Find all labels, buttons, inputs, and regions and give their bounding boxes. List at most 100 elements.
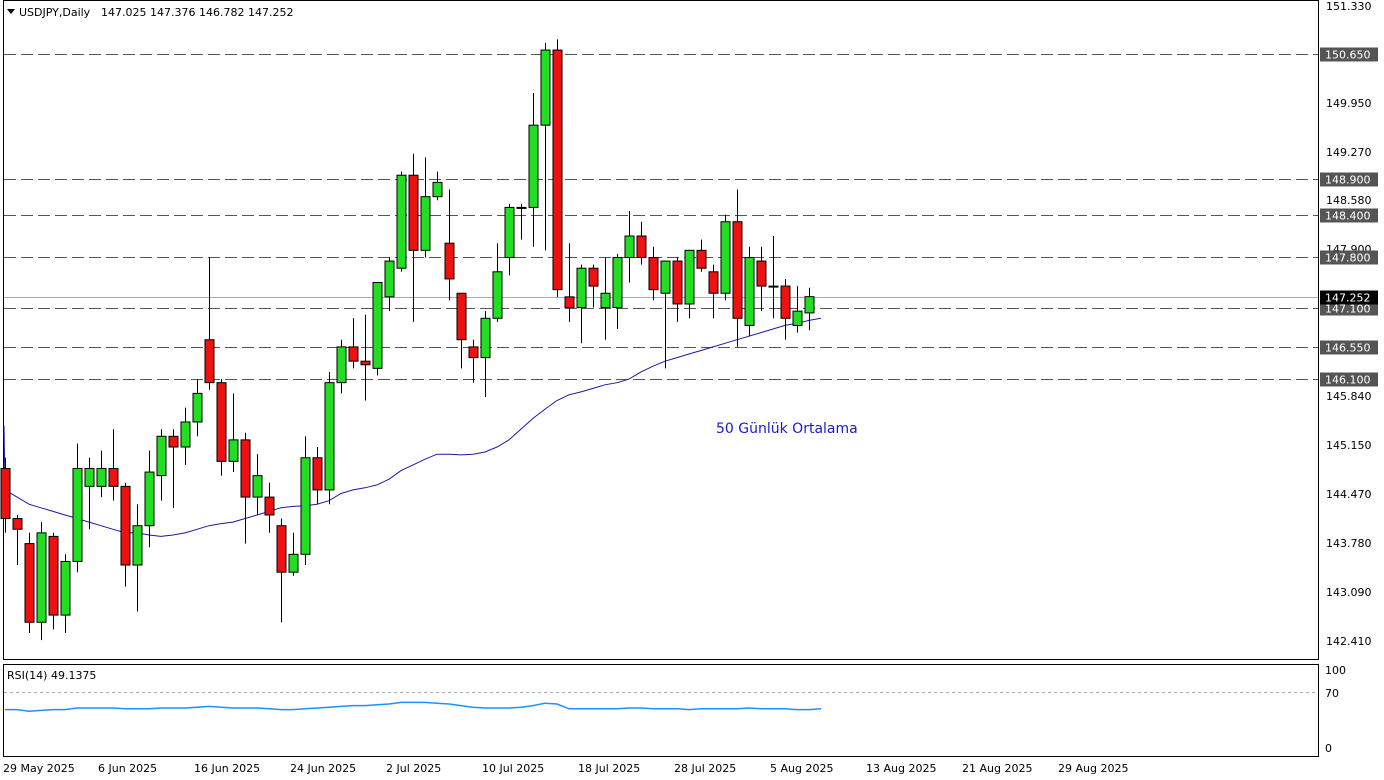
candle-body — [480, 317, 491, 359]
candle-body — [792, 310, 803, 326]
candle-body — [240, 439, 251, 498]
date-label: 16 Jun 2025 — [194, 762, 260, 775]
candle — [720, 214, 731, 301]
ma-annotation: 50 Günlük Ortalama — [716, 421, 858, 437]
candle — [768, 236, 779, 319]
candle-body — [420, 196, 431, 251]
candle — [660, 260, 671, 369]
candle — [744, 246, 755, 337]
date-label: 28 Jul 2025 — [674, 762, 736, 775]
candle — [120, 482, 131, 587]
price-tick: 143.090 — [1326, 586, 1372, 599]
level-label-bg — [1320, 250, 1378, 265]
candle — [12, 514, 23, 566]
candle — [612, 253, 623, 330]
candle-body — [276, 525, 287, 573]
level-label-bg — [1320, 340, 1378, 355]
candle-body — [768, 285, 779, 288]
date-label: 18 Jul 2025 — [578, 762, 640, 775]
level-label: 146.100 — [1325, 374, 1371, 387]
level-label: 147.800 — [1325, 252, 1371, 265]
candle-body — [252, 475, 263, 498]
candle-body — [372, 282, 383, 369]
level-label: 147.100 — [1325, 303, 1371, 316]
candle — [108, 429, 119, 501]
ohlc-label: 147.025 147.376 146.782 147.252 — [101, 6, 293, 19]
date-label: 10 Jul 2025 — [482, 762, 544, 775]
candle — [504, 203, 515, 276]
candle-body — [432, 181, 443, 198]
candle — [348, 318, 359, 369]
candle — [300, 436, 311, 566]
candle — [456, 292, 467, 369]
candle-body — [60, 560, 71, 616]
rsi-tick: 100 — [1325, 664, 1346, 677]
candle-body — [348, 346, 359, 362]
symbol-dropdown-icon[interactable] — [7, 9, 15, 14]
candle — [360, 314, 371, 401]
candle-body — [144, 471, 155, 527]
candle-body — [384, 260, 395, 298]
date-label: 29 May 2025 — [3, 762, 75, 775]
candle-body — [504, 206, 515, 258]
candle-body — [300, 457, 311, 555]
candle — [480, 311, 491, 397]
candle-body — [744, 256, 755, 326]
candle — [708, 264, 719, 319]
candle-body — [204, 339, 215, 384]
candle-body — [600, 292, 611, 309]
candle-body — [36, 532, 47, 623]
candle-body — [660, 260, 671, 294]
candle — [552, 39, 563, 297]
price-tick: 148.580 — [1326, 194, 1372, 207]
candle — [732, 189, 743, 347]
level-label-bg — [1320, 172, 1378, 187]
candle — [156, 429, 167, 501]
candle-body — [168, 435, 179, 448]
candle — [24, 532, 35, 633]
level-label-bg — [1320, 372, 1378, 387]
candle-body — [408, 174, 419, 251]
candle — [180, 407, 191, 465]
candle-body — [540, 49, 551, 126]
price-tick: 142.410 — [1326, 635, 1372, 648]
candle — [60, 554, 71, 633]
candle — [384, 257, 395, 312]
candle-body — [12, 518, 23, 530]
date-label: 21 Aug 2025 — [962, 762, 1032, 775]
candle-body — [708, 271, 719, 294]
candle-body — [612, 256, 623, 309]
candle — [600, 257, 611, 340]
candle — [432, 171, 443, 201]
candle — [468, 339, 479, 383]
candle-body — [492, 271, 503, 319]
candle-body — [804, 296, 815, 314]
candle — [756, 246, 767, 312]
candle — [0, 457, 11, 533]
candle — [516, 203, 527, 240]
candle-body — [156, 435, 167, 477]
candle-body — [684, 249, 695, 305]
candle-body — [624, 235, 635, 258]
price-tick: 143.780 — [1326, 537, 1372, 550]
date-label: 29 Aug 2025 — [1058, 762, 1128, 775]
level-label-bg — [1320, 47, 1378, 62]
candle-body — [552, 49, 563, 291]
candle-body — [132, 525, 143, 566]
candle-body — [48, 535, 59, 616]
candle — [72, 443, 83, 573]
candle-body — [468, 346, 479, 359]
candle — [696, 239, 707, 272]
candle-body — [228, 439, 239, 462]
candle — [132, 504, 143, 612]
candle — [252, 454, 263, 515]
candle-body — [72, 467, 83, 562]
candle — [408, 153, 419, 322]
candle-body — [444, 242, 455, 280]
candle-body — [336, 346, 347, 384]
date-label: 13 Aug 2025 — [866, 762, 936, 775]
candle-body — [288, 553, 299, 573]
candle-body — [24, 543, 35, 623]
rsi-frame — [3, 664, 1319, 757]
